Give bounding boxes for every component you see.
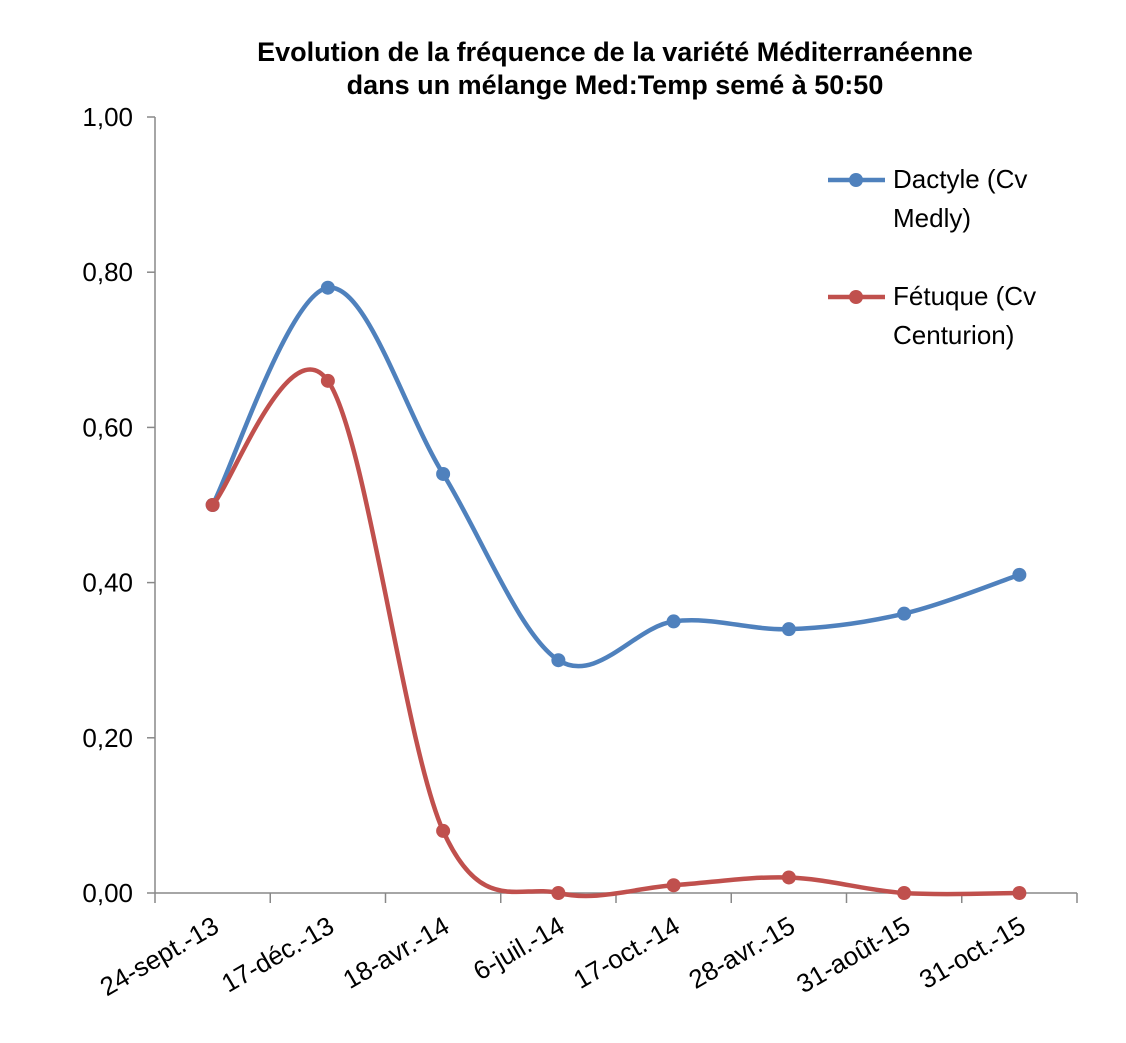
legend-marker — [849, 290, 863, 304]
x-tick-label: 17-déc.-13 — [216, 910, 339, 998]
x-tick-label: 31-août-15 — [791, 910, 915, 999]
point — [551, 653, 566, 668]
y-tick-label: 0,80 — [82, 257, 133, 287]
y-tick-label: 0,60 — [82, 412, 133, 442]
point — [781, 622, 796, 637]
y-tick-label: 1,00 — [82, 102, 133, 132]
point — [436, 466, 451, 481]
series-line — [210, 367, 1022, 899]
chart-title: Evolution de la fréquence de la variété … — [257, 37, 973, 100]
y-tick-label: 0,20 — [82, 723, 133, 753]
x-tick-label: 18-avr.-14 — [338, 910, 454, 995]
y-tick-label: 0,00 — [82, 878, 133, 908]
legend-label: Fétuque (Cv Centurion) — [893, 281, 1037, 350]
point — [205, 498, 220, 512]
x-tick-label: 17-oct.-14 — [568, 910, 684, 995]
point — [436, 823, 451, 838]
y-tick-label: 0,40 — [82, 568, 133, 598]
x-tick-label: 31-oct.-15 — [914, 910, 1030, 995]
x-tick-label: 6-juil.-14 — [468, 910, 569, 986]
point — [1012, 886, 1027, 900]
point — [320, 280, 335, 295]
point — [781, 870, 796, 885]
point — [666, 878, 681, 893]
x-tick-label: 24-sept.-13 — [95, 910, 224, 1002]
point — [897, 606, 912, 621]
point — [666, 614, 681, 629]
point — [320, 373, 335, 388]
point — [551, 886, 566, 900]
legend-marker — [849, 173, 863, 187]
legend-label: Dactyle (Cv Medly) — [893, 164, 1028, 233]
point — [1012, 567, 1027, 582]
point — [897, 886, 912, 900]
x-tick-label: 28-avr.-15 — [683, 910, 799, 995]
